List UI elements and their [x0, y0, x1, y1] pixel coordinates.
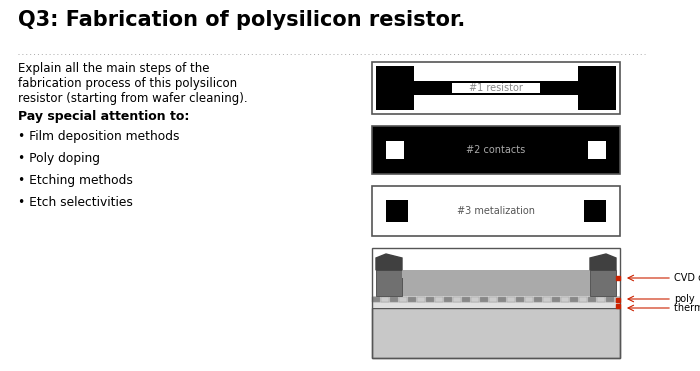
Bar — [408, 297, 416, 302]
Bar — [381, 297, 389, 302]
Bar — [579, 297, 587, 302]
Bar — [590, 270, 616, 296]
Text: #2 contacts: #2 contacts — [466, 145, 526, 155]
Text: CVD oxide: CVD oxide — [674, 273, 700, 283]
Bar — [390, 297, 398, 302]
Bar — [615, 297, 620, 302]
Text: poly: poly — [674, 294, 694, 304]
Bar — [534, 297, 542, 302]
Bar — [376, 270, 402, 296]
Text: • Etching methods: • Etching methods — [18, 174, 133, 187]
Bar — [525, 297, 533, 302]
Bar — [561, 297, 569, 302]
Bar — [507, 297, 515, 302]
Bar — [462, 297, 470, 302]
Bar — [372, 186, 620, 236]
Bar — [498, 297, 506, 302]
Bar — [372, 248, 620, 358]
Bar — [402, 270, 590, 278]
Bar — [588, 141, 606, 159]
Polygon shape — [590, 254, 616, 270]
Bar — [372, 303, 620, 308]
Text: • Poly doping: • Poly doping — [18, 152, 100, 165]
Text: fabrication process of this polysilicon: fabrication process of this polysilicon — [18, 77, 237, 90]
Bar — [578, 66, 616, 110]
Bar — [471, 297, 479, 302]
Text: #1 resistor: #1 resistor — [469, 83, 523, 93]
Polygon shape — [376, 254, 402, 270]
Bar — [417, 297, 425, 302]
Bar — [386, 200, 408, 222]
Bar — [452, 83, 540, 93]
Bar — [516, 297, 524, 302]
Bar — [402, 278, 590, 296]
Bar — [426, 297, 434, 302]
Bar — [597, 297, 605, 302]
Bar — [584, 200, 606, 222]
Text: resistor (starting from wafer cleaning).: resistor (starting from wafer cleaning). — [18, 92, 248, 105]
Text: Pay special attention to:: Pay special attention to: — [18, 110, 190, 123]
Bar — [376, 66, 414, 110]
Bar — [372, 308, 620, 358]
Bar — [480, 297, 488, 302]
Bar — [552, 297, 560, 302]
Text: thermal oxide: thermal oxide — [674, 303, 700, 313]
Bar — [570, 297, 578, 302]
Text: Explain all the main steps of the: Explain all the main steps of the — [18, 62, 209, 75]
Text: • Etch selectivities: • Etch selectivities — [18, 196, 133, 209]
Bar — [372, 296, 620, 303]
Text: • Film deposition methods: • Film deposition methods — [18, 130, 179, 143]
Bar — [372, 126, 620, 174]
Bar — [386, 141, 404, 159]
Bar — [489, 297, 497, 302]
Bar — [372, 62, 620, 114]
Bar — [399, 297, 407, 302]
Text: Q3: Fabrication of polysilicon resistor.: Q3: Fabrication of polysilicon resistor. — [18, 10, 466, 30]
Bar — [588, 297, 596, 302]
Bar — [453, 297, 461, 302]
Bar — [543, 297, 551, 302]
Bar — [414, 81, 578, 95]
Text: #3 metalization: #3 metalization — [457, 206, 535, 216]
Bar — [435, 297, 443, 302]
Bar — [606, 297, 614, 302]
Bar — [372, 297, 380, 302]
Bar — [444, 297, 452, 302]
